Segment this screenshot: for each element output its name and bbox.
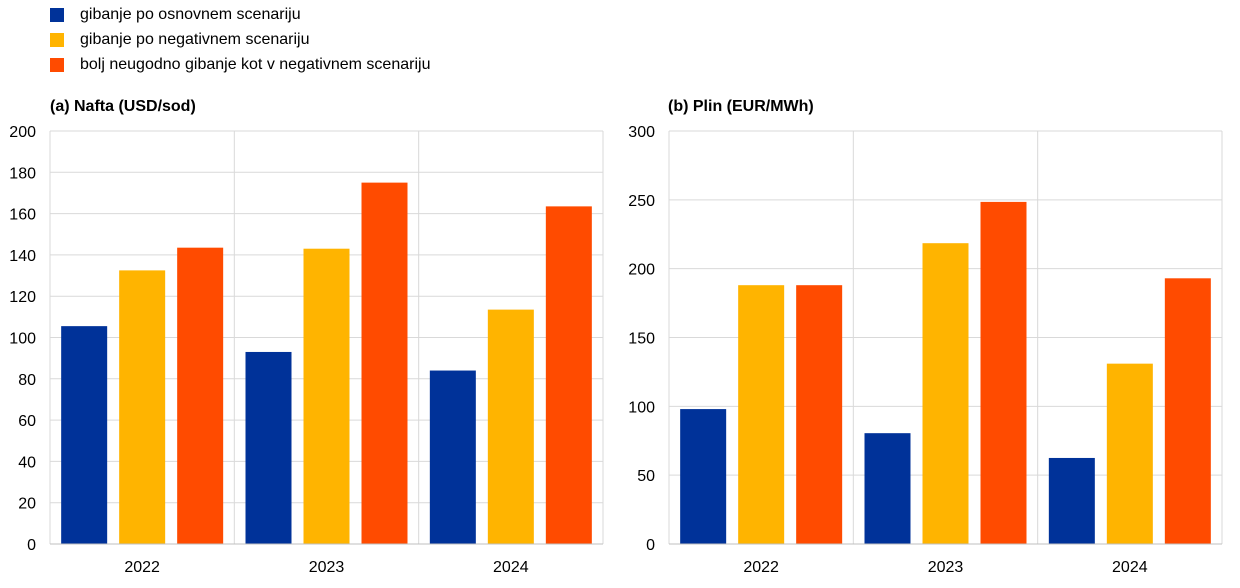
bar-b-2024-series-0 [1048, 457, 1095, 544]
panel-a-chart: 0 20 40 60 80 100 120 140 160 180 200 2022 2023 2024 [9, 124, 604, 576]
bar-b-2022-series-1 [738, 285, 785, 544]
bar-b-2024-series-2 [1164, 278, 1211, 544]
y-tick-label-a-0: 0 [27, 537, 36, 554]
x-tick-label-a-2: 2024 [493, 559, 529, 576]
y-tick-label-b-4: 200 [628, 262, 655, 279]
y-tick-label-a-6: 120 [9, 289, 36, 306]
bar-b-2023-series-2 [980, 201, 1027, 545]
legend: gibanje po osnovnem scenariju gibanje po… [50, 2, 430, 77]
bar-a-2022-series-0 [61, 326, 108, 544]
x-tick-label-b-1: 2023 [928, 559, 964, 576]
legend-item-severe: bolj neugodno gibanje kot v negativnem s… [50, 52, 430, 77]
x-tick-label-a-0: 2022 [124, 559, 160, 576]
legend-label-severe: bolj neugodno gibanje kot v negativnem s… [80, 55, 431, 73]
y-tick-label-a-3: 60 [18, 413, 36, 430]
y-tick-label-a-9: 180 [9, 165, 36, 182]
y-tick-label-a-5: 100 [9, 331, 36, 348]
bar-a-2022-series-2 [177, 247, 224, 545]
x-tick-label-b-0: 2022 [743, 559, 779, 576]
bar-b-2024-series-1 [1106, 363, 1153, 544]
bar-b-2023-series-1 [922, 243, 969, 544]
y-tick-label-a-10: 200 [9, 124, 36, 141]
legend-swatch-severe [50, 57, 64, 72]
y-tick-label-b-1: 50 [637, 468, 655, 485]
legend-swatch-baseline [50, 7, 64, 22]
y-tick-label-b-2: 100 [628, 399, 655, 416]
bar-b-2023-series-0 [864, 433, 911, 544]
bar-a-2024-series-0 [429, 370, 476, 544]
legend-item-baseline: gibanje po osnovnem scenariju [50, 2, 430, 27]
panel-b-chart: 0 50 100 150 200 250 300 2022 2023 2024 [628, 124, 1223, 576]
y-tick-label-a-8: 160 [9, 207, 36, 224]
bar-a-2022-series-1 [119, 270, 166, 544]
bar-a-2023-series-1 [303, 248, 350, 544]
bar-a-2024-series-2 [545, 206, 592, 544]
y-tick-label-b-6: 300 [628, 124, 655, 141]
legend-swatch-adverse [50, 32, 64, 47]
legend-label-adverse: gibanje po negativnem scenariju [80, 30, 310, 48]
bar-a-2024-series-1 [487, 309, 534, 544]
legend-item-adverse: gibanje po negativnem scenariju [50, 27, 430, 52]
legend-label-baseline: gibanje po osnovnem scenariju [80, 5, 301, 23]
panel-a-title: (a) Nafta (USD/sod) [50, 98, 196, 115]
bar-a-2023-series-2 [361, 182, 408, 544]
bar-a-2023-series-0 [245, 351, 292, 544]
x-tick-label-b-2: 2024 [1112, 559, 1148, 576]
panel-b-title: (b) Plin (EUR/MWh) [668, 98, 814, 115]
y-tick-label-a-1: 20 [18, 496, 36, 513]
y-tick-label-a-4: 80 [18, 372, 36, 389]
x-tick-label-a-1: 2023 [309, 559, 345, 576]
bar-b-2022-series-2 [796, 285, 843, 544]
y-tick-label-b-0: 0 [646, 537, 655, 554]
bar-b-2022-series-0 [680, 409, 727, 544]
y-tick-label-b-5: 250 [628, 193, 655, 210]
y-tick-label-b-3: 150 [628, 331, 655, 348]
y-tick-label-a-2: 40 [18, 454, 36, 471]
y-tick-label-a-7: 140 [9, 248, 36, 265]
